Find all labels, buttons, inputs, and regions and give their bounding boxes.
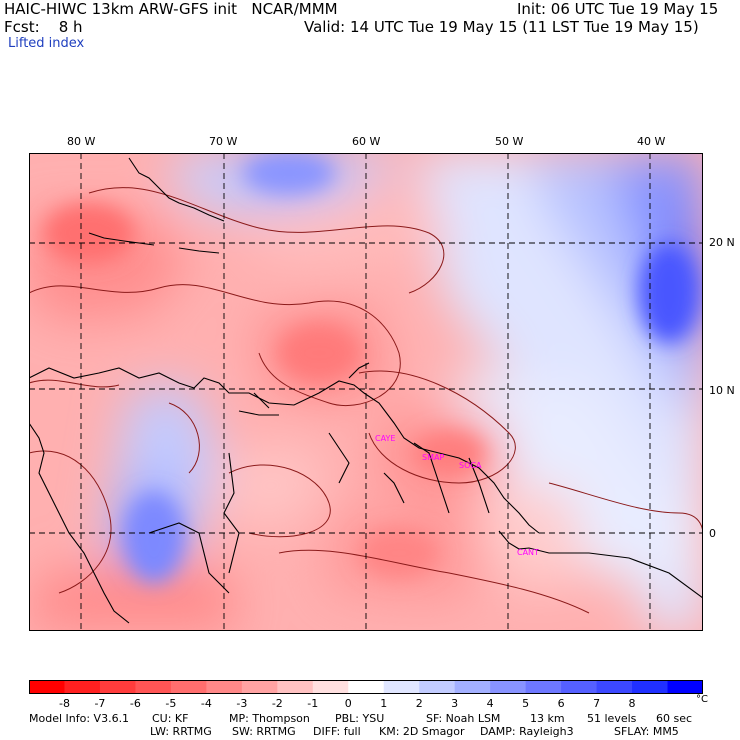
footer-resolution: 13 km bbox=[530, 712, 565, 725]
footer-model-info: Model Info: V3.6.1 bbox=[29, 712, 130, 725]
lon-label-50w: 50 W bbox=[495, 135, 524, 148]
legend-swatch bbox=[490, 680, 527, 694]
station-label: SOCA bbox=[459, 461, 482, 470]
lat-label-0: 0 bbox=[709, 527, 716, 540]
legend-swatch bbox=[29, 680, 65, 694]
valid-time: Valid: 14 UTC Tue 19 May 15 (11 LST Tue … bbox=[304, 18, 699, 36]
legend-swatch bbox=[348, 680, 385, 694]
legend-label: -8 bbox=[58, 697, 70, 710]
footer-sflay: SFLAY: MM5 bbox=[614, 725, 679, 738]
legend-swatch bbox=[170, 680, 207, 694]
coastlines bbox=[29, 157, 703, 624]
lon-label-70w: 70 W bbox=[209, 135, 238, 148]
station-label: CANT bbox=[517, 548, 539, 557]
legend-swatch bbox=[525, 680, 562, 694]
footer-levels: 51 levels bbox=[587, 712, 637, 725]
legend-label: -5 bbox=[165, 697, 177, 710]
legend-label: 2 bbox=[415, 697, 423, 710]
station-label: CAYE bbox=[375, 434, 395, 443]
legend-label: -7 bbox=[94, 697, 106, 710]
legend-label: 0 bbox=[344, 697, 352, 710]
lon-label-60w: 60 W bbox=[352, 135, 381, 148]
footer-pbl: PBL: YSU bbox=[335, 712, 385, 725]
graticule bbox=[29, 153, 703, 631]
color-legend bbox=[29, 680, 703, 694]
legend-swatch bbox=[383, 680, 420, 694]
legend-label: -1 bbox=[307, 697, 319, 710]
legend-swatch bbox=[454, 680, 491, 694]
footer-diff: DIFF: full bbox=[313, 725, 361, 738]
legend-swatch bbox=[135, 680, 172, 694]
map-frame bbox=[29, 153, 703, 631]
legend-swatch bbox=[99, 680, 136, 694]
legend-label: -2 bbox=[271, 697, 283, 710]
legend-label: 6 bbox=[557, 697, 565, 710]
legend-swatch bbox=[312, 680, 349, 694]
footer-cu: CU: KF bbox=[152, 712, 189, 725]
contour-lines bbox=[29, 187, 703, 614]
legend-swatch bbox=[632, 680, 669, 694]
legend-unit: °C bbox=[696, 694, 708, 705]
footer-sf: SF: Noah LSM bbox=[426, 712, 501, 725]
legend-swatch bbox=[667, 680, 703, 694]
legend-swatch bbox=[241, 680, 278, 694]
station-label: SMAP bbox=[422, 453, 444, 462]
legend-label: 7 bbox=[593, 697, 601, 710]
model-title: HAIC-HIWC 13km ARW-GFS init NCAR/MMM bbox=[4, 0, 338, 18]
legend-label: 8 bbox=[628, 697, 636, 710]
lon-label-40w: 40 W bbox=[637, 135, 666, 148]
footer-km: KM: 2D Smagor bbox=[379, 725, 465, 738]
legend-swatch bbox=[561, 680, 598, 694]
legend-label: 1 bbox=[380, 697, 388, 710]
legend-label: 3 bbox=[451, 697, 459, 710]
legend-swatch bbox=[419, 680, 456, 694]
lon-label-80w: 80 W bbox=[67, 135, 96, 148]
legend-label: -6 bbox=[129, 697, 141, 710]
legend-swatch bbox=[277, 680, 314, 694]
legend-label: 4 bbox=[486, 697, 494, 710]
init-time: Init: 06 UTC Tue 19 May 15 bbox=[517, 0, 719, 18]
lifted-index-map: CAYE SMAP SOCA CANT bbox=[29, 153, 703, 631]
legend-label: 5 bbox=[522, 697, 530, 710]
forecast-hour: Fcst: 8 h bbox=[4, 18, 83, 36]
legend-swatch bbox=[206, 680, 243, 694]
footer-sw: SW: RRTMG bbox=[232, 725, 296, 738]
field-name: Lifted index bbox=[8, 36, 85, 51]
legend-swatch bbox=[596, 680, 633, 694]
footer-lw: LW: RRTMG bbox=[150, 725, 212, 738]
footer-timestep: 60 sec bbox=[656, 712, 693, 725]
footer-mp: MP: Thompson bbox=[229, 712, 310, 725]
lat-label-10n: 10 N bbox=[709, 384, 735, 397]
lat-label-20n: 20 N bbox=[709, 236, 735, 249]
footer-damp: DAMP: Rayleigh3 bbox=[480, 725, 574, 738]
legend-swatch bbox=[64, 680, 101, 694]
legend-label: -3 bbox=[236, 697, 248, 710]
legend-label: -4 bbox=[200, 697, 212, 710]
